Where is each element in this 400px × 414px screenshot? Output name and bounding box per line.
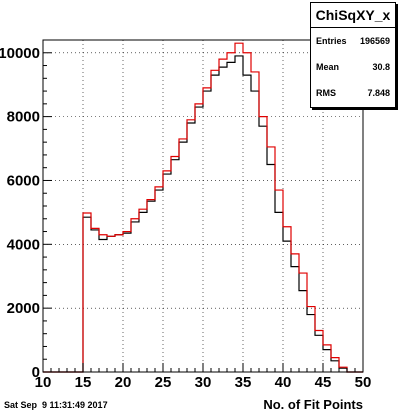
tick-layer: 10 15 20 25 30 35 40 45 50 0 2000 4000 6000 8000 10000 bbox=[0, 39, 372, 391]
x-tick-label: 25 bbox=[155, 374, 172, 391]
histogram-series-1 bbox=[43, 42, 363, 373]
stats-entries-label: Entries bbox=[316, 36, 347, 46]
x-tick-label: 40 bbox=[275, 374, 292, 391]
stats-rms-label: RMS bbox=[316, 88, 336, 98]
grid-layer bbox=[43, 40, 363, 372]
x-tick-label: 10 bbox=[35, 374, 52, 391]
y-tick-label: 10000 bbox=[0, 45, 40, 62]
stats-mean-label: Mean bbox=[316, 62, 340, 72]
timestamp-footer: Sat Sep 9 11:31:49 2017 bbox=[4, 400, 108, 410]
x-tick-label: 35 bbox=[235, 374, 252, 391]
stats-rms-row: RMS 7.848 bbox=[311, 80, 395, 106]
stats-entries-value: 196569 bbox=[359, 36, 390, 46]
y-tick-label: 8000 bbox=[7, 109, 40, 126]
stats-box: ChiSqXY_x Entries 196569 Mean 30.8 RMS 7… bbox=[310, 2, 396, 108]
stats-title: ChiSqXY_x bbox=[311, 3, 395, 28]
y-tick-label: 6000 bbox=[7, 172, 40, 189]
series-layer bbox=[43, 42, 363, 373]
y-tick-label: 0 bbox=[32, 364, 40, 381]
y-tick-label: 2000 bbox=[7, 300, 40, 317]
x-tick-label: 45 bbox=[315, 374, 332, 391]
stats-rms-value: 7.848 bbox=[367, 88, 390, 98]
x-tick-label: 30 bbox=[195, 374, 212, 391]
y-tick-label: 4000 bbox=[7, 236, 40, 253]
x-tick-label: 50 bbox=[355, 374, 372, 391]
x-tick-label: 20 bbox=[115, 374, 132, 391]
x-axis-title: No. of Fit Points bbox=[263, 397, 363, 412]
stats-mean-row: Mean 30.8 bbox=[311, 54, 395, 80]
stats-entries-row: Entries 196569 bbox=[311, 28, 395, 54]
x-tick-label: 15 bbox=[75, 374, 92, 391]
stats-mean-value: 30.8 bbox=[372, 62, 390, 72]
